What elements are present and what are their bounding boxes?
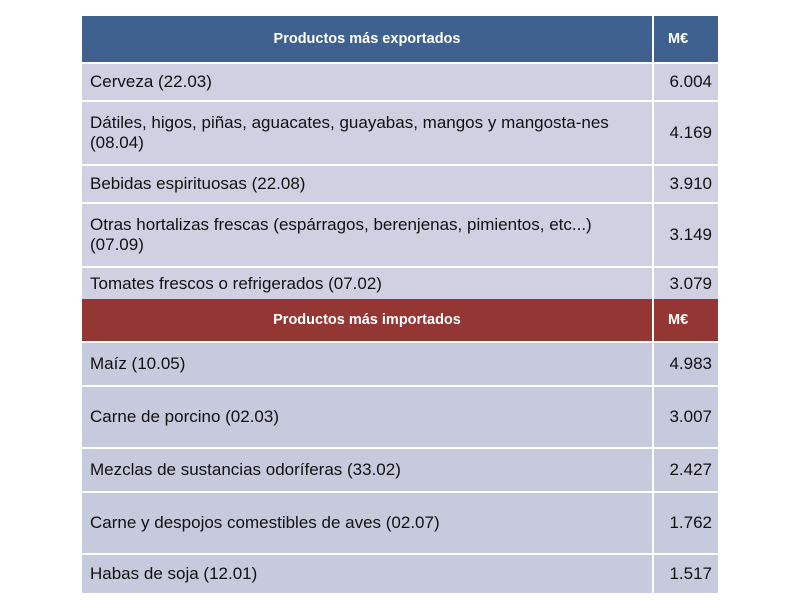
imports-header-title: Productos más importados [82, 299, 654, 341]
exports-row: Otras hortalizas frescas (espárragos, be… [82, 202, 718, 266]
export-product-value: 3.149 [654, 202, 718, 266]
imports-row: Maíz (10.05) 4.983 [82, 341, 718, 385]
export-product-value: 3.910 [654, 164, 718, 202]
imports-header-unit: M€ [654, 299, 718, 341]
imports-row: Carne y despojos comestibles de aves (02… [82, 491, 718, 553]
exports-row: Cerveza (22.03) 6.004 [82, 62, 718, 100]
export-product-name: Tomates frescos o refrigerados (07.02) [82, 266, 654, 300]
import-product-value: 1.517 [654, 553, 718, 593]
import-product-value: 1.762 [654, 491, 718, 553]
export-product-value: 3.079 [654, 266, 718, 300]
exports-row: Dátiles, higos, piñas, aguacates, guayab… [82, 100, 718, 164]
export-product-value: 4.169 [654, 100, 718, 164]
import-product-name: Carne de porcino (02.03) [82, 385, 654, 447]
exports-header-row: Productos más exportados M€ [82, 16, 718, 62]
import-product-value: 4.983 [654, 341, 718, 385]
import-product-name: Mezclas de sustancias odoríferas (33.02) [82, 447, 654, 491]
imports-row: Carne de porcino (02.03) 3.007 [82, 385, 718, 447]
imports-row: Habas de soja (12.01) 1.517 [82, 553, 718, 593]
export-product-name: Otras hortalizas frescas (espárragos, be… [82, 202, 654, 266]
exports-header-unit: M€ [654, 16, 718, 62]
exports-header-title: Productos más exportados [82, 16, 654, 62]
export-product-name: Dátiles, higos, piñas, aguacates, guayab… [82, 100, 654, 164]
imports-header-row: Productos más importados M€ [82, 299, 718, 341]
export-product-name: Cerveza (22.03) [82, 62, 654, 100]
export-product-value: 6.004 [654, 62, 718, 100]
export-product-name: Bebidas espirituosas (22.08) [82, 164, 654, 202]
import-product-value: 3.007 [654, 385, 718, 447]
exports-row: Bebidas espirituosas (22.08) 3.910 [82, 164, 718, 202]
exports-table: Productos más exportados M€ Cerveza (22.… [82, 16, 718, 300]
imports-row: Mezclas de sustancias odoríferas (33.02)… [82, 447, 718, 491]
import-product-name: Maíz (10.05) [82, 341, 654, 385]
import-product-name: Carne y despojos comestibles de aves (02… [82, 491, 654, 553]
imports-table: Productos más importados M€ Maíz (10.05)… [82, 299, 718, 593]
import-product-name: Habas de soja (12.01) [82, 553, 654, 593]
exports-row: Tomates frescos o refrigerados (07.02) 3… [82, 266, 718, 300]
import-product-value: 2.427 [654, 447, 718, 491]
